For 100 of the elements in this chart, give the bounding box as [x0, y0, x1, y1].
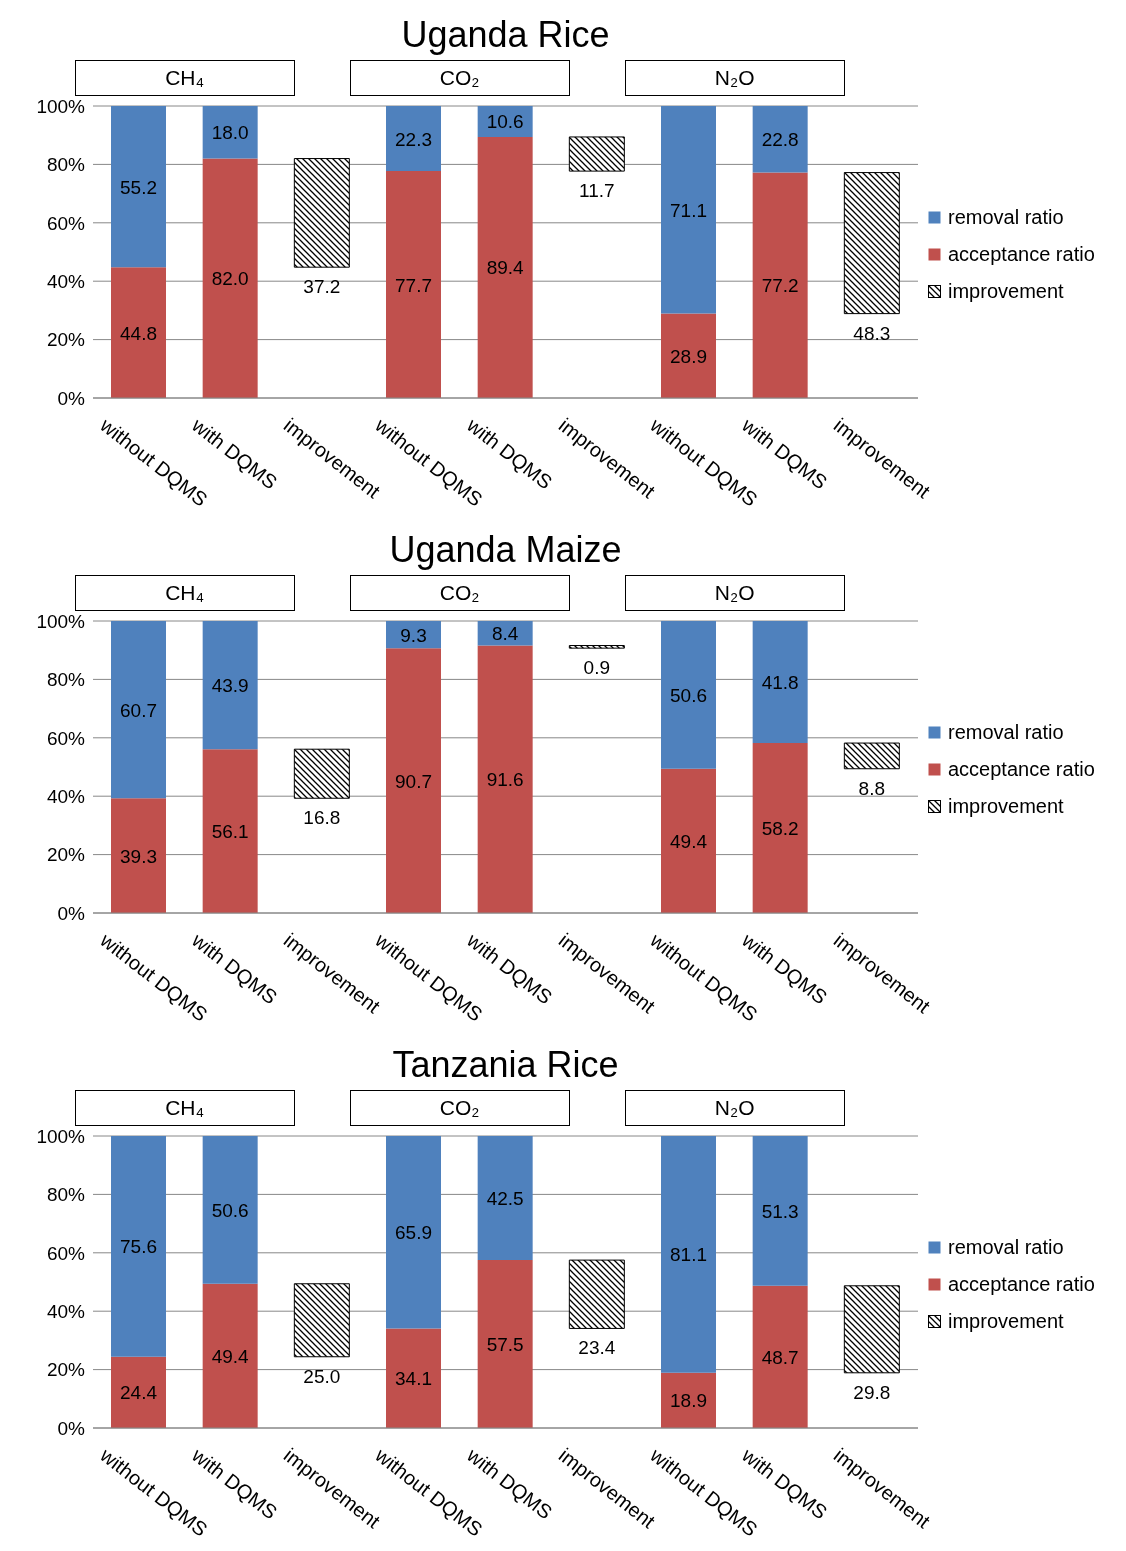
- data-label: 16.8: [303, 807, 341, 829]
- data-label: 8.4: [491, 623, 519, 645]
- data-label: 18.9: [670, 1390, 707, 1412]
- bar: [202, 749, 258, 913]
- bar: [293, 748, 350, 799]
- data-label: 50.6: [670, 684, 707, 706]
- bar: [386, 1328, 441, 1428]
- data-label: 57.5: [486, 1334, 524, 1356]
- bar: [661, 768, 716, 913]
- text: CO₂: [349, 60, 570, 96]
- legend-label: removal ratio: [947, 721, 1065, 744]
- bar: [111, 1136, 166, 1357]
- bar: [202, 1136, 258, 1284]
- bar: [386, 171, 441, 398]
- bar: [111, 1356, 166, 1428]
- y-tick-label: 40%: [46, 270, 86, 292]
- chart-title: Uganda Maize: [388, 529, 623, 571]
- legend-label: acceptance ratio: [947, 243, 1095, 266]
- bar: [386, 648, 441, 913]
- bar: [477, 1260, 533, 1428]
- y-tick-label: 100%: [36, 610, 86, 632]
- data-label: 56.1: [211, 821, 249, 843]
- y-tick-label: 0%: [57, 1417, 86, 1439]
- bar: [202, 621, 258, 750]
- data-label: 22.8: [761, 129, 799, 151]
- bar: [661, 313, 716, 398]
- y-tick-label: 20%: [46, 844, 86, 866]
- data-label: 39.3: [120, 845, 157, 867]
- data-label: 43.9: [211, 675, 249, 697]
- bar: [752, 1136, 808, 1286]
- data-label: 77.2: [761, 275, 799, 297]
- text: CO₂: [349, 1090, 570, 1126]
- bar: [661, 621, 716, 769]
- bar: [568, 136, 625, 172]
- bar: [477, 1136, 533, 1261]
- data-label: 25.0: [303, 1365, 341, 1387]
- legend-label: removal ratio: [947, 206, 1065, 229]
- data-label: 23.4: [578, 1337, 616, 1359]
- text: N₂O: [624, 60, 845, 96]
- data-label: 50.6: [211, 1199, 249, 1221]
- data-label: 81.1: [670, 1244, 707, 1266]
- y-tick-label: 60%: [46, 212, 86, 234]
- y-tick-label: 80%: [46, 154, 86, 176]
- data-label: 44.8: [120, 322, 157, 344]
- data-label: 22.3: [395, 128, 432, 150]
- bar: [752, 743, 808, 913]
- text: N₂O: [624, 575, 845, 611]
- bar: [111, 621, 166, 799]
- y-tick-label: 100%: [36, 95, 86, 117]
- data-label: 42.5: [486, 1188, 524, 1210]
- legend-label: improvement: [947, 795, 1065, 818]
- data-label: 77.7: [395, 274, 432, 296]
- bar: [293, 1283, 350, 1358]
- data-label: 51.3: [761, 1200, 799, 1222]
- bar: [752, 172, 808, 398]
- data-label: 34.1: [395, 1368, 432, 1390]
- legend-label: improvement: [947, 1310, 1065, 1333]
- legend-label: acceptance ratio: [947, 1273, 1095, 1296]
- text: CO₂: [349, 575, 570, 611]
- bar: [752, 1285, 808, 1428]
- data-label: 11.7: [579, 180, 615, 202]
- data-label: 8.8: [858, 777, 886, 799]
- y-tick-label: 20%: [46, 329, 86, 351]
- data-label: 37.2: [303, 276, 341, 298]
- bar: [661, 1136, 716, 1373]
- y-tick-label: 60%: [46, 727, 86, 749]
- legend-label: improvement: [947, 280, 1065, 303]
- data-label: 65.9: [395, 1222, 432, 1244]
- data-label: 82.0: [211, 268, 249, 290]
- y-tick-label: 0%: [57, 902, 86, 924]
- data-label: 18.0: [211, 122, 249, 144]
- legend-label: removal ratio: [947, 1236, 1065, 1259]
- data-label: 10.6: [486, 111, 524, 133]
- data-label: 91.6: [486, 769, 524, 791]
- text: N₂O: [624, 1090, 845, 1126]
- y-tick-label: 60%: [46, 1242, 86, 1264]
- data-label: 60.7: [120, 699, 157, 721]
- data-label: 90.7: [395, 770, 432, 792]
- text: CH₄: [74, 1090, 295, 1126]
- y-tick-label: 40%: [46, 785, 86, 807]
- legend-label: acceptance ratio: [947, 758, 1095, 781]
- data-label: 28.9: [670, 345, 707, 367]
- bar: [661, 1372, 716, 1428]
- bar: [477, 645, 533, 913]
- bar: [752, 621, 808, 744]
- data-label: 29.8: [853, 1381, 891, 1403]
- bar: [111, 106, 166, 268]
- data-label: 89.4: [486, 257, 525, 279]
- bar: [202, 158, 258, 398]
- y-tick-label: 0%: [57, 387, 86, 409]
- bar: [111, 267, 166, 398]
- data-label: 49.4: [211, 1345, 250, 1367]
- y-tick-label: 100%: [36, 1125, 86, 1147]
- y-tick-label: 80%: [46, 669, 86, 691]
- bar: [477, 621, 533, 646]
- bar: [843, 1285, 900, 1374]
- chart-title: Tanzania Rice: [391, 1044, 620, 1086]
- text: CH₄: [74, 60, 295, 96]
- data-label: 41.8: [761, 672, 799, 694]
- data-label: 55.2: [120, 176, 157, 198]
